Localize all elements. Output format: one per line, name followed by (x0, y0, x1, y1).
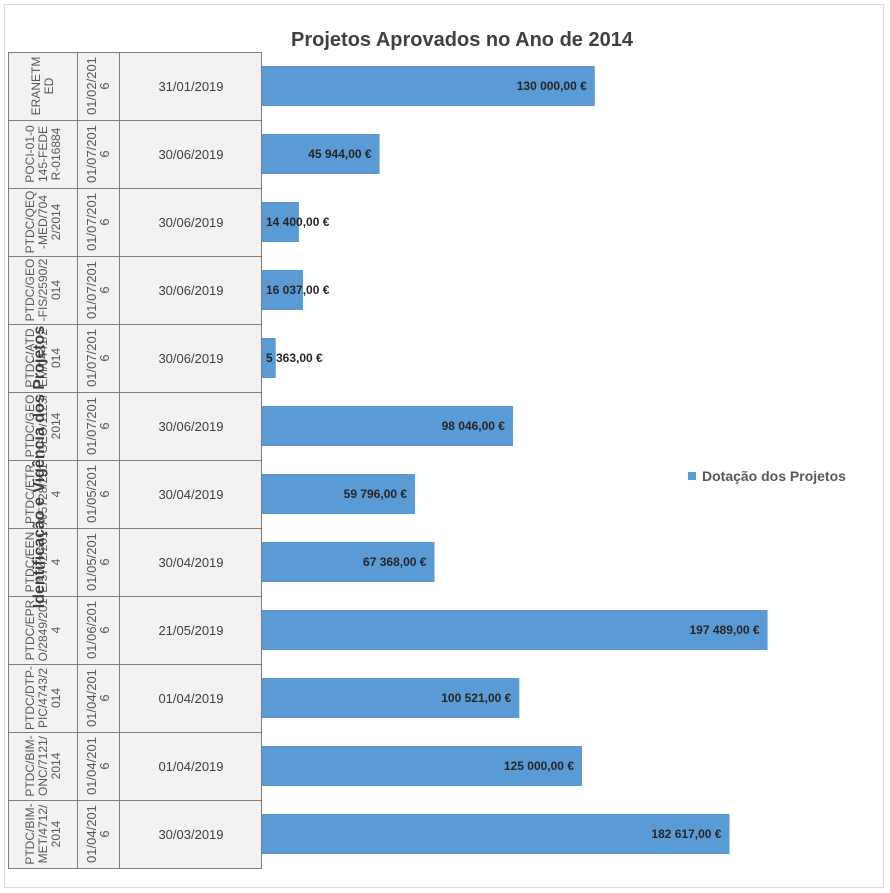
end-date-label: 31/01/2019 (158, 78, 224, 94)
category-cell (8, 800, 78, 869)
end-date-label: 30/06/2019 (158, 418, 224, 434)
category-label: PTDC/DTP-PIC/4743/2014 (22, 666, 63, 730)
bar (262, 202, 299, 242)
start-date-label: 01/07/2016 (84, 261, 112, 319)
category-cell (8, 460, 78, 529)
start-date-label: 01/04/2016 (84, 805, 112, 863)
data-label: 125 000,00 € (504, 759, 574, 773)
end-date-label: 30/04/2019 (158, 554, 224, 570)
category-cell (119, 732, 262, 801)
category-cell (8, 664, 78, 733)
data-label: 130 000,00 € (517, 79, 587, 93)
end-date-label: 21/05/2019 (158, 622, 224, 638)
bar (262, 542, 435, 582)
end-date-label: 01/04/2019 (158, 758, 224, 774)
data-label: 5 363,00 € (266, 351, 323, 365)
end-date-label: 30/06/2019 (158, 350, 224, 366)
bar (262, 474, 416, 514)
start-date-label: 01/05/2016 (84, 465, 112, 523)
category-cell (8, 392, 78, 461)
start-date-label: 01/07/2016 (84, 397, 112, 455)
end-date-label: 30/06/2019 (158, 214, 224, 230)
category-label: POCI-01-0145-FEDER-016884 (22, 125, 63, 183)
category-cell (119, 392, 262, 461)
end-date-label: 30/06/2019 (158, 282, 224, 298)
data-label: 182 617,00 € (651, 827, 721, 841)
end-date-label: 30/04/2019 (158, 486, 224, 502)
start-date-label: 01/05/2016 (84, 533, 112, 591)
axis-title: Identificação e Vigência dos Projetos (31, 325, 48, 609)
category-cell (77, 596, 120, 665)
legend-label: Dotação dos Projetos (702, 468, 846, 484)
category-cell (119, 256, 262, 325)
chart-title: Projetos Aprovados no Ano de 2014 (291, 29, 634, 51)
bar (262, 746, 582, 786)
bar (262, 270, 304, 310)
legend-swatch (688, 472, 696, 480)
category-cell (119, 800, 262, 869)
category-cell (119, 664, 262, 733)
data-label: 45 944,00 € (308, 147, 372, 161)
category-cell (119, 324, 262, 393)
start-date-label: 01/04/2016 (84, 737, 112, 795)
bar (262, 814, 730, 854)
category-cell (119, 460, 262, 529)
data-label: 67 368,00 € (363, 555, 427, 569)
category-cell (77, 324, 120, 393)
category-label: ERANETMED (29, 56, 56, 116)
start-date-label: 01/07/2016 (84, 193, 112, 251)
bar (262, 610, 768, 650)
data-label: 59 796,00 € (344, 487, 408, 501)
category-cell (8, 732, 78, 801)
legend: Dotação dos Projetos (688, 468, 846, 484)
bar (262, 406, 513, 446)
data-label: 197 489,00 € (689, 623, 759, 637)
chart-frame (4, 4, 884, 888)
category-cell (77, 800, 120, 869)
bar (262, 134, 380, 174)
bar (262, 338, 276, 378)
category-cell (77, 664, 120, 733)
end-date-label: 01/04/2019 (158, 690, 224, 706)
data-label: 16 037,00 € (266, 283, 330, 297)
start-date-label: 01/07/2016 (84, 125, 112, 183)
end-date-label: 30/03/2019 (158, 826, 224, 842)
start-date-label: 01/02/2016 (84, 57, 112, 115)
start-date-label: 01/06/2016 (84, 601, 112, 659)
data-label: 98 046,00 € (442, 419, 506, 433)
category-cell (77, 392, 120, 461)
category-label: PTDC/BIM-MET/4712/2014 (22, 803, 63, 865)
category-label: PTDC/BIM-ONC/7121/2014 (22, 735, 63, 797)
category-cell (77, 120, 120, 189)
category-cell (119, 120, 262, 189)
bar (262, 66, 595, 106)
start-date-label: 01/04/2016 (84, 669, 112, 727)
category-label: PTDC/QEQ-MED/7042/2014 (22, 190, 63, 254)
category-cell (119, 528, 262, 597)
bar (262, 678, 520, 718)
data-label: 14 400,00 € (266, 215, 330, 229)
start-date-label: 01/07/2016 (84, 329, 112, 387)
data-label: 100 521,00 € (441, 691, 511, 705)
end-date-label: 30/06/2019 (158, 146, 224, 162)
